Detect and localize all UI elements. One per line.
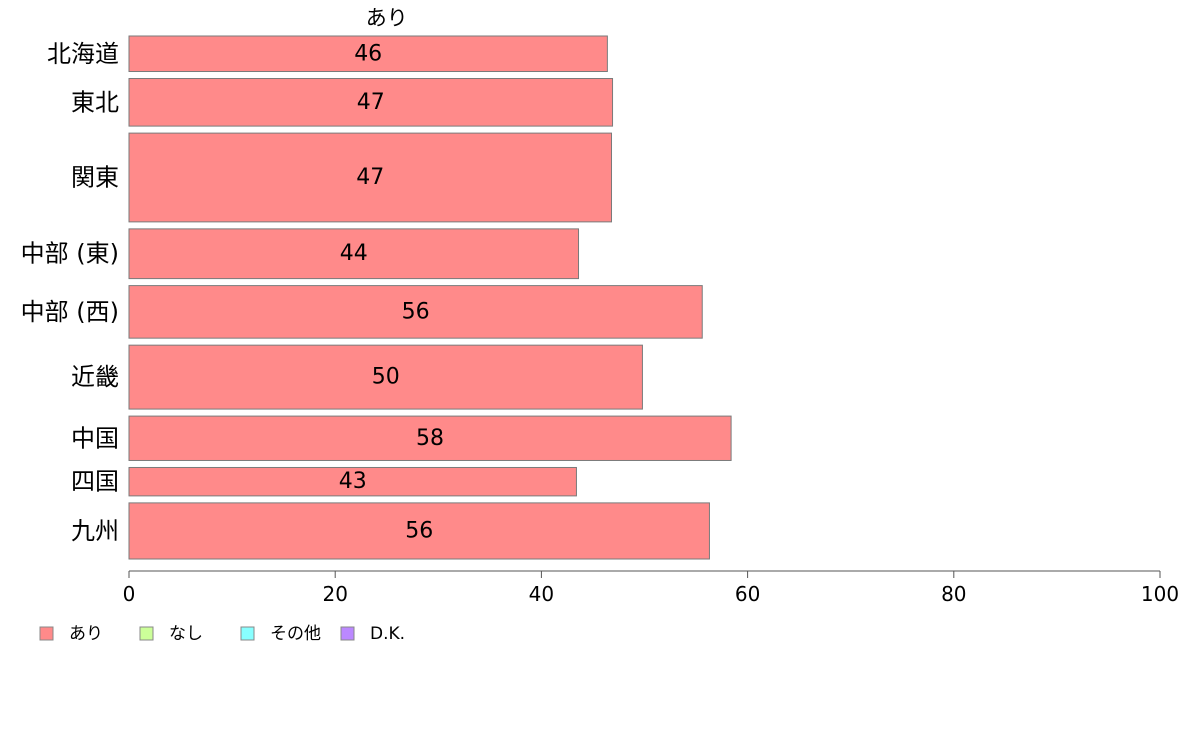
x-tick-label: 80 xyxy=(941,582,966,606)
data-label: 47 xyxy=(356,165,384,190)
data-label: 56 xyxy=(405,518,433,543)
legend-swatch xyxy=(340,626,355,641)
category-label: 九州 xyxy=(71,517,119,545)
bar xyxy=(128,285,703,339)
legend-label: D.K. xyxy=(370,624,405,644)
x-tick-label: 40 xyxy=(529,582,554,606)
data-label: 44 xyxy=(340,241,368,266)
x-tick-label: 60 xyxy=(735,582,760,606)
legend-swatch xyxy=(39,626,54,641)
legend-swatch xyxy=(240,626,255,641)
x-axis: 0 20 40 60 80 100 xyxy=(123,570,1179,606)
bar xyxy=(128,228,580,280)
category-label: 北海道 xyxy=(47,40,119,68)
category-label: 四国 xyxy=(71,468,119,496)
data-label: 43 xyxy=(339,469,367,494)
bar xyxy=(128,502,710,560)
category-label: 中部 (東) xyxy=(21,240,119,268)
category-label: 近畿 xyxy=(71,363,119,391)
legend-label: あり xyxy=(69,624,103,644)
series-header-label: あり xyxy=(366,6,408,30)
bar xyxy=(128,466,577,497)
bar xyxy=(128,78,614,127)
legend: あり なし その他 D.K. xyxy=(39,624,405,644)
x-tick-label: 20 xyxy=(322,582,347,606)
data-label: 47 xyxy=(357,90,385,115)
data-label: 56 xyxy=(402,299,430,324)
legend-swatch xyxy=(139,626,154,641)
category-label: 関東 xyxy=(71,163,119,191)
bar xyxy=(128,415,732,461)
x-tick-label: 0 xyxy=(123,582,136,606)
legend-label: その他 xyxy=(270,624,321,644)
category-label: 中部 (西) xyxy=(21,298,119,326)
category-label: 中国 xyxy=(71,424,119,452)
category-label: 東北 xyxy=(71,88,119,116)
legend-label: なし xyxy=(169,624,203,644)
x-tick-label: 100 xyxy=(1141,582,1179,606)
bar xyxy=(128,35,608,73)
data-label: 50 xyxy=(372,365,400,390)
data-label: 46 xyxy=(354,41,382,66)
bar xyxy=(128,344,643,410)
data-label: 58 xyxy=(416,426,444,451)
bar xyxy=(128,132,613,223)
